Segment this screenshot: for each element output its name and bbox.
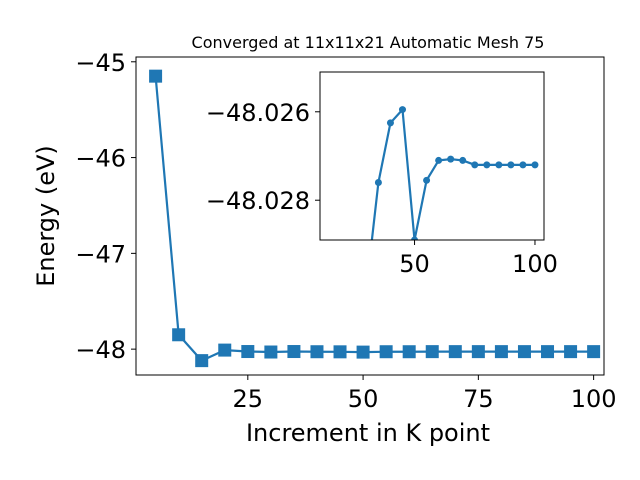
inset-data-point-marker bbox=[423, 176, 431, 184]
x-tick-label: 100 bbox=[571, 385, 617, 413]
x-tick-label: 75 bbox=[463, 385, 494, 413]
data-point-marker bbox=[425, 345, 439, 359]
inset-plot: 50 100 −48.028 −48.026 bbox=[206, 71, 558, 278]
inset-data-point-marker bbox=[471, 161, 479, 169]
data-point-marker bbox=[541, 345, 555, 359]
data-point-marker bbox=[564, 345, 578, 359]
data-point-marker bbox=[471, 345, 485, 359]
data-point-marker bbox=[241, 345, 255, 359]
x-tick-label: 25 bbox=[233, 385, 264, 413]
data-point-marker bbox=[356, 345, 370, 359]
main-plot: 25 50 75 100 −48 −47 −46 −45 bbox=[75, 49, 616, 413]
inset-data-point-marker bbox=[459, 156, 467, 164]
data-point-marker bbox=[172, 328, 186, 342]
y-tick-label: −47 bbox=[75, 240, 126, 268]
inset-data-point-marker bbox=[483, 161, 491, 169]
data-point-marker bbox=[587, 345, 601, 359]
data-point-marker bbox=[402, 345, 416, 359]
data-point-marker bbox=[149, 69, 163, 83]
inset-x-tick-label: 50 bbox=[399, 250, 430, 278]
chart-title: Converged at 11x11x21 Automatic Mesh 75 bbox=[192, 33, 545, 52]
data-point-marker bbox=[264, 345, 278, 359]
data-point-marker bbox=[218, 343, 232, 357]
inset-data-point-marker bbox=[374, 179, 382, 187]
data-point-marker bbox=[287, 345, 301, 359]
inset-data-point-marker bbox=[398, 106, 406, 114]
y-axis-label: Energy (eV) bbox=[32, 145, 60, 287]
inset-y-tick-label: −48.028 bbox=[206, 187, 310, 215]
inset-y-tick-label: −48.026 bbox=[206, 99, 310, 127]
inset-data-point-marker bbox=[495, 161, 503, 169]
data-point-marker bbox=[517, 345, 531, 359]
x-axis-label: Increment in K point bbox=[246, 419, 490, 447]
inset-data-point-marker bbox=[447, 155, 455, 163]
data-point-marker bbox=[448, 345, 462, 359]
y-tick-label: −46 bbox=[75, 145, 126, 173]
data-point-marker bbox=[379, 345, 393, 359]
inset-plot-frame bbox=[319, 71, 545, 241]
y-tick-label: −45 bbox=[75, 49, 126, 77]
data-point-marker bbox=[310, 345, 324, 359]
inset-data-point-marker bbox=[519, 161, 527, 169]
data-point-marker bbox=[195, 354, 209, 368]
y-tick-label: −48 bbox=[75, 336, 126, 364]
main-plot-frame bbox=[135, 56, 605, 376]
inset-data-point-marker bbox=[435, 156, 443, 164]
data-point-marker bbox=[333, 345, 347, 359]
data-point-marker bbox=[494, 345, 508, 359]
inset-data-point-marker bbox=[386, 119, 394, 127]
inset-data-point-marker bbox=[531, 161, 539, 169]
inset-data-point-marker bbox=[507, 161, 515, 169]
inset-data-point-marker bbox=[411, 236, 419, 240]
inset-x-tick-label: 100 bbox=[512, 250, 558, 278]
x-tick-label: 50 bbox=[348, 385, 379, 413]
